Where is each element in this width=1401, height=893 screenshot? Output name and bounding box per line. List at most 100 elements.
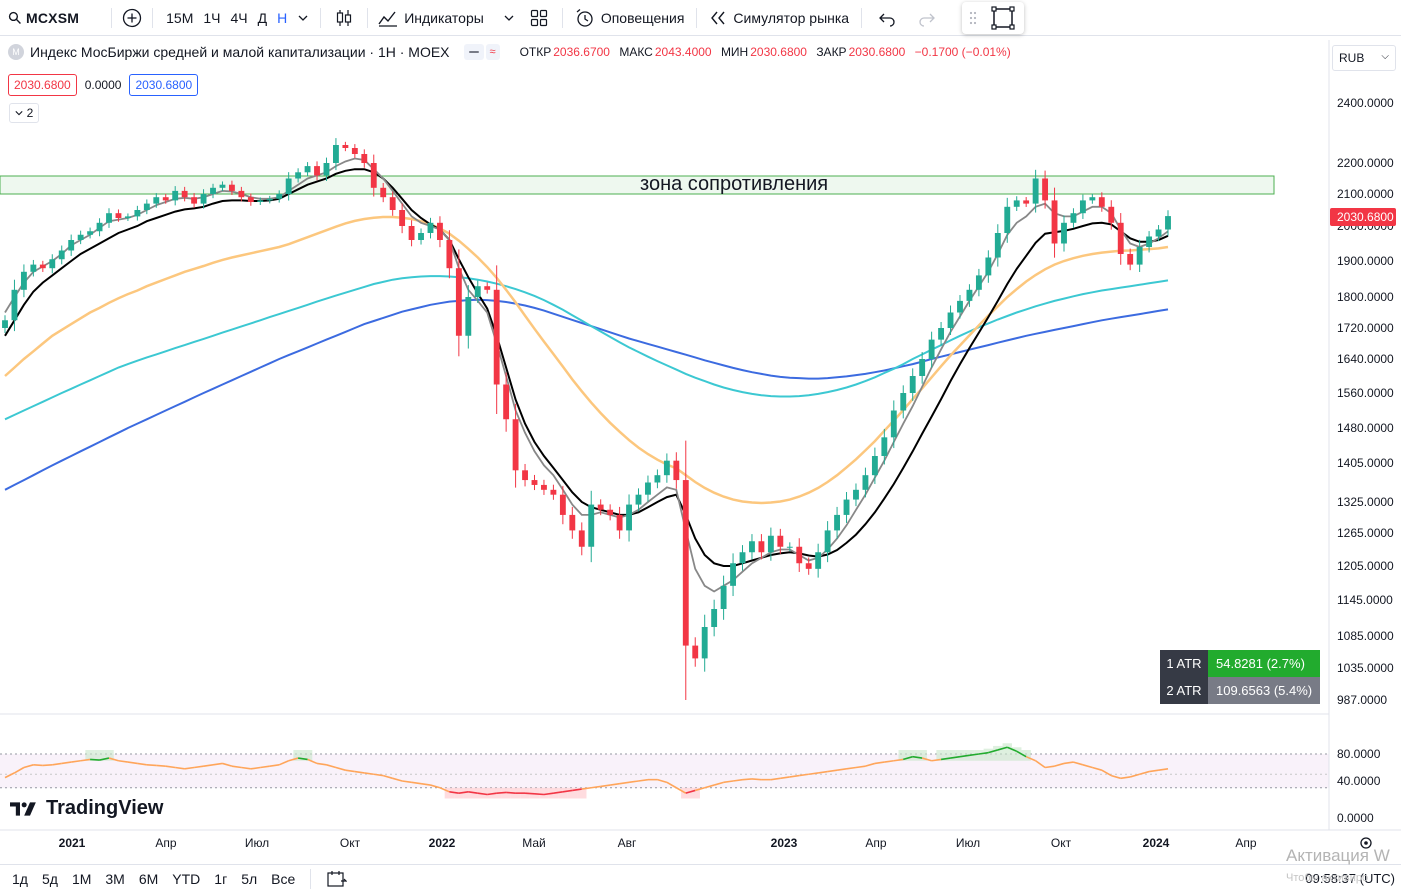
candle bbox=[938, 321, 945, 346]
candle bbox=[824, 521, 831, 563]
interval-group: 15М 1Ч 4Ч Д Н bbox=[157, 0, 312, 36]
rsi-line-segment bbox=[4, 772, 15, 779]
chevron-down-icon[interactable] bbox=[298, 13, 308, 23]
buy-price-button[interactable]: 2030.6800 bbox=[129, 74, 199, 96]
candle bbox=[541, 479, 547, 495]
rsi-line-segment bbox=[874, 761, 885, 765]
rsi-line-segment bbox=[335, 766, 346, 771]
settings-icon[interactable] bbox=[1360, 837, 1372, 849]
candle bbox=[342, 141, 349, 152]
undo-button[interactable] bbox=[866, 0, 908, 36]
clock[interactable]: 09:58:37 (UTC) bbox=[1305, 871, 1395, 886]
candle-body bbox=[153, 197, 160, 204]
compare-button[interactable] bbox=[116, 0, 148, 36]
rsi-line-segment bbox=[1035, 760, 1046, 769]
range-all[interactable]: Все bbox=[271, 871, 296, 887]
resistance-zone-label: зона сопротивления bbox=[640, 173, 828, 195]
time-tick-label: Июл bbox=[956, 836, 980, 850]
indicator-count: 2 bbox=[26, 106, 34, 120]
candles-icon bbox=[337, 9, 352, 26]
rsi-line-segment bbox=[893, 758, 904, 762]
currency-select[interactable]: RUB ⌵ bbox=[1332, 45, 1396, 71]
candle-body bbox=[143, 203, 150, 210]
candle-body bbox=[11, 289, 18, 321]
sell-price-button[interactable]: 2030.6800 bbox=[8, 74, 77, 96]
open-label: ОТКР bbox=[519, 45, 552, 59]
range-5y[interactable]: 5л bbox=[241, 871, 258, 887]
interval-15m[interactable]: 15М bbox=[166, 9, 194, 26]
interval-4h[interactable]: 4Ч bbox=[230, 9, 248, 26]
candle bbox=[408, 220, 415, 247]
candle-body bbox=[777, 535, 784, 547]
symbol-search[interactable]: MCXSM bbox=[0, 0, 85, 36]
ma-black-line[interactable] bbox=[4, 168, 1169, 567]
collapse-indicators-button[interactable]: 2 bbox=[9, 103, 39, 123]
candle bbox=[39, 260, 46, 272]
goto-date-icon[interactable] bbox=[327, 870, 348, 888]
range-3m[interactable]: 3М bbox=[105, 871, 125, 887]
rsi-line-segment bbox=[978, 751, 989, 755]
candle bbox=[588, 490, 595, 563]
series-settings-button[interactable]: ≈ bbox=[485, 44, 500, 60]
ma-gray-line[interactable] bbox=[4, 157, 1169, 593]
candle bbox=[143, 199, 150, 215]
replay-button[interactable]: Симулятор рынка bbox=[701, 0, 857, 36]
candle-body bbox=[333, 145, 339, 163]
candle-body bbox=[418, 233, 424, 240]
time-axis[interactable]: 2021 Апр Июл Окт 2022 Май Авг 2023 Апр Июл Окт 2024… bbox=[59, 836, 1257, 850]
interval-1d[interactable]: Д bbox=[257, 9, 268, 26]
range-5d[interactable]: 5д bbox=[41, 871, 58, 887]
tradingview-logo[interactable]: TradingView bbox=[10, 797, 163, 820]
chevron-down-icon bbox=[504, 15, 514, 21]
price-tick-label: 1900.0000 bbox=[1337, 254, 1394, 268]
rsi-line-segment bbox=[260, 765, 270, 769]
candle-body bbox=[134, 210, 141, 217]
ma-orange-line[interactable] bbox=[4, 215, 1169, 505]
chart-type-button[interactable] bbox=[325, 0, 363, 36]
drag-handle-icon[interactable] bbox=[969, 10, 977, 26]
candle-body bbox=[578, 530, 585, 547]
alerts-button[interactable]: Оповещения bbox=[567, 0, 693, 36]
resistance-zone[interactable] bbox=[0, 175, 1275, 195]
rsi-line-segment bbox=[477, 792, 488, 796]
range-1m[interactable]: 1М bbox=[71, 871, 92, 887]
range-6m[interactable]: 6М bbox=[138, 871, 159, 887]
brand-label: TradingView bbox=[46, 797, 164, 819]
tradingview-logo-icon bbox=[10, 801, 36, 816]
range-1y[interactable]: 1г bbox=[214, 871, 228, 887]
rsi-line-segment bbox=[865, 762, 876, 767]
rsi-axis[interactable]: 80.0000 40.0000 0.0000 bbox=[1337, 747, 1381, 825]
atr2-label: 2 ATR bbox=[1160, 677, 1208, 704]
rsi-line-segment bbox=[524, 792, 535, 795]
candle bbox=[370, 154, 377, 197]
candle bbox=[30, 259, 37, 277]
layouts-button[interactable] bbox=[520, 0, 558, 36]
candle bbox=[1146, 231, 1153, 253]
rsi-oversold-fill bbox=[690, 787, 700, 799]
rsi-line-segment bbox=[80, 758, 91, 762]
rsi-line-segment bbox=[222, 762, 233, 767]
range-1d[interactable]: 1д bbox=[12, 871, 28, 887]
candle-body bbox=[645, 482, 651, 495]
time-tick-label: 2024 bbox=[1143, 836, 1170, 850]
candle-body bbox=[68, 240, 75, 251]
rsi-line-segment bbox=[392, 777, 403, 782]
range-ytd[interactable]: YTD bbox=[172, 871, 201, 887]
candle-body bbox=[853, 489, 859, 500]
indicators-button[interactable]: Индикаторы bbox=[372, 0, 520, 36]
legend-title[interactable]: Индекс МосБиржи средней и малой капитали… bbox=[30, 44, 450, 60]
interval-1h[interactable]: 1Ч bbox=[203, 9, 221, 26]
rsi-line-segment bbox=[42, 764, 53, 767]
hide-series-button[interactable] bbox=[463, 44, 484, 60]
price-axis[interactable]: 2400.00002200.00002100.00002000.00001900… bbox=[1337, 96, 1394, 707]
fullscreen-icon[interactable] bbox=[991, 6, 1015, 30]
divider bbox=[310, 869, 312, 889]
price-tick-label: 1265.0000 bbox=[1337, 526, 1394, 540]
redo-button[interactable] bbox=[908, 0, 946, 36]
candle bbox=[87, 227, 94, 239]
candle bbox=[446, 230, 453, 279]
ma-blue-line[interactable] bbox=[4, 298, 1169, 491]
interval-1w[interactable]: Н bbox=[277, 9, 288, 26]
candle bbox=[531, 474, 538, 491]
